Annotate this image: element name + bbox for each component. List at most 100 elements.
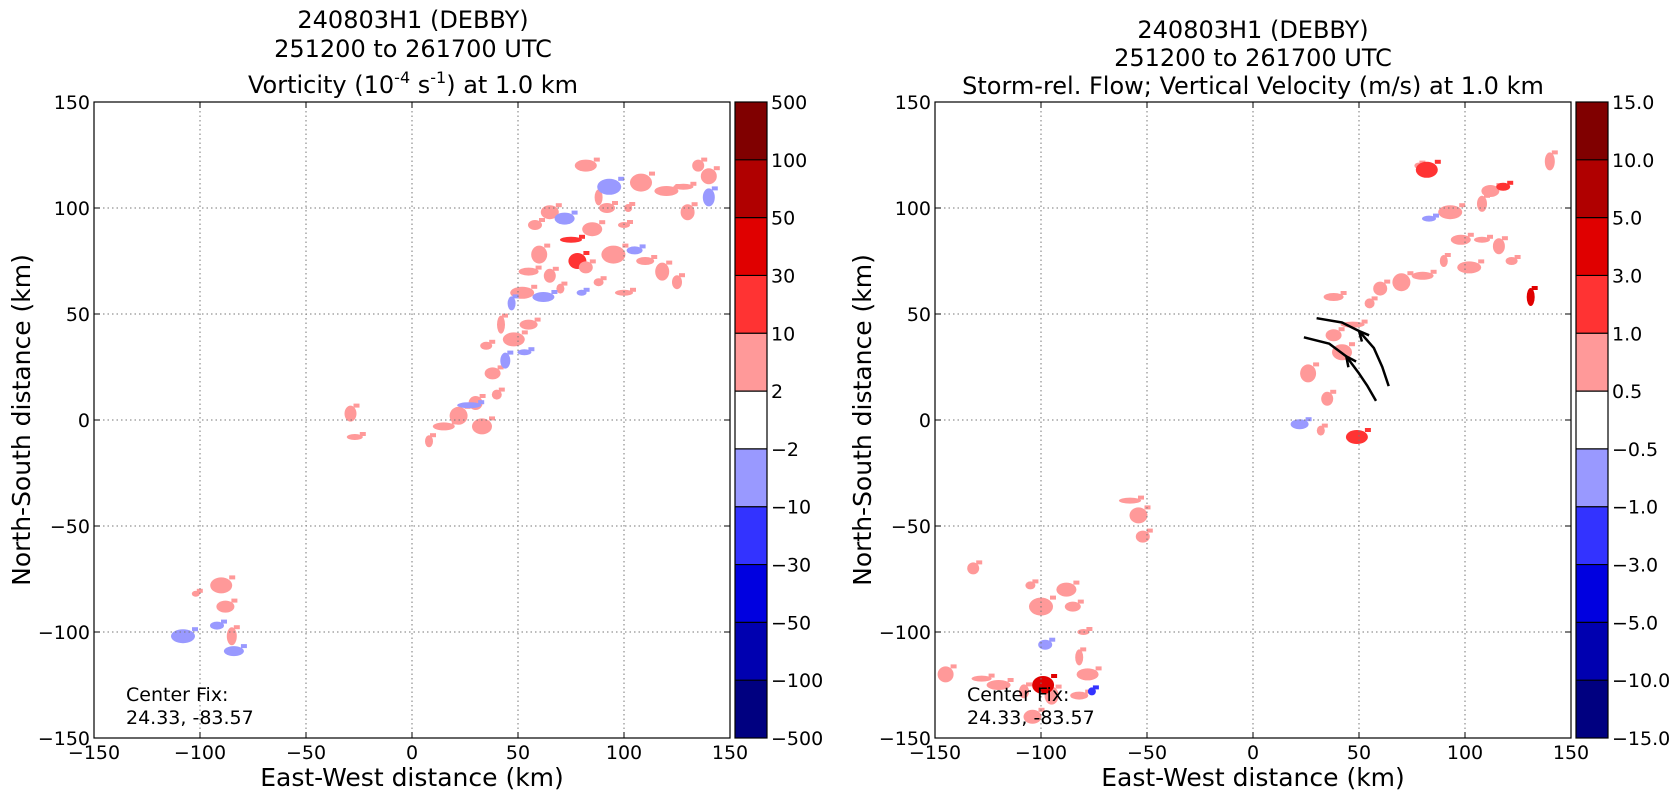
- contour-pixel: [552, 266, 559, 271]
- contour-pixel: [1430, 269, 1437, 274]
- right-title-line-3: Storm-rel. Flow; Vertical Velocity (m/s)…: [962, 72, 1544, 100]
- contour-patch: [1321, 391, 1334, 406]
- contour-pixel: [612, 201, 618, 205]
- colorbar-swatch: [735, 680, 767, 739]
- contour-pixel: [1434, 159, 1441, 164]
- contour-pixel: [489, 416, 495, 421]
- vertical-velocity-panel: 240803H1 (DEBBY) 251200 to 261700 UTC St…: [848, 16, 1670, 792]
- contour-pixel: [599, 220, 606, 225]
- colorbar-swatch: [735, 564, 767, 623]
- left-plot-area: [94, 102, 730, 738]
- colorbar-swatch: [1576, 391, 1608, 450]
- contour-patch: [1450, 234, 1471, 245]
- contour-patch: [1076, 668, 1099, 681]
- contour-pixel: [528, 347, 535, 352]
- right-colorbar-frame: [1575, 101, 1609, 739]
- contour-pixel: [196, 588, 203, 593]
- left-title-line-2: 251200 to 261700 UTC: [274, 35, 552, 63]
- contour-pixel: [583, 251, 590, 255]
- contour-pixel: [478, 400, 485, 405]
- contour-patch: [540, 205, 559, 220]
- contour-pixel: [1073, 580, 1080, 585]
- contour-patch: [1316, 425, 1325, 436]
- contour-pixel: [639, 244, 646, 249]
- colorbar-swatch: [1576, 275, 1608, 334]
- contour-patch: [1325, 329, 1342, 342]
- contour-patch: [1056, 582, 1077, 597]
- title-field-exp1: -4: [394, 68, 410, 87]
- y-tick-label: 100: [54, 198, 90, 220]
- colorbar-swatch: [1576, 448, 1608, 508]
- contour-pixel: [950, 664, 957, 669]
- left-x-axis-label: East-West distance (km): [260, 763, 564, 792]
- left-title-line-1: 240803H1 (DEBBY): [297, 6, 528, 34]
- vorticity-panel: 240803H1 (DEBBY) 251200 to 261700 UTC Vo…: [7, 6, 823, 792]
- contour-patch: [543, 268, 556, 283]
- colorbar-label: 50: [771, 208, 795, 230]
- contour-pixel: [1146, 528, 1153, 533]
- y-tick-label: −50: [50, 516, 90, 538]
- contour-patch: [967, 562, 980, 575]
- contour-pixel: [539, 218, 545, 222]
- y-tick-label: −150: [879, 728, 931, 750]
- contour-patch: [507, 296, 516, 311]
- contour-pixel: [521, 330, 528, 335]
- right-x-axis-label: East-West distance (km): [1101, 763, 1405, 792]
- left-colorbar-labels: 500 100 50 30 10 2 −2 −10 −30 −50 −100 −500: [771, 92, 823, 750]
- contour-pixel: [701, 157, 708, 162]
- contour-pixel: [583, 287, 590, 292]
- y-tick-label: 0: [919, 410, 931, 432]
- storm-relative-flow: [1303, 316, 1390, 402]
- contour-pixel: [579, 234, 585, 239]
- contour-pixel: [1433, 213, 1439, 218]
- contour-pixel: [1330, 389, 1337, 394]
- contour-patch: [1323, 293, 1344, 301]
- contour-pixel: [1459, 203, 1466, 208]
- contour-patch: [502, 332, 525, 347]
- contour-pixel: [1478, 259, 1485, 264]
- colorbar-swatch: [1576, 159, 1608, 219]
- x-tick-label: 50: [506, 742, 530, 764]
- y-tick-label: −50: [891, 516, 931, 538]
- contour-patch: [574, 159, 597, 172]
- flow-arrowhead: [1344, 354, 1357, 368]
- y-tick-label: 50: [66, 304, 90, 326]
- contour-pixel: [1305, 417, 1312, 422]
- x-tick-label: 100: [1447, 742, 1483, 764]
- contour-patch: [449, 406, 468, 425]
- contour-patch: [582, 222, 603, 237]
- contour-pixel: [713, 166, 720, 171]
- x-tick-label: 0: [1247, 742, 1259, 764]
- colorbar-label: −10: [771, 497, 811, 519]
- contour-patch: [1300, 364, 1317, 383]
- contour-pixel: [498, 387, 505, 392]
- contour-pixel: [1507, 180, 1514, 185]
- right-center-fix-line-1: Center Fix:: [967, 684, 1069, 706]
- right-center-fix-line-2: 24.33, -83.57: [967, 707, 1095, 729]
- contour-pixel: [359, 432, 366, 436]
- contour-patch: [226, 627, 237, 646]
- contour-patch: [1477, 195, 1487, 212]
- left-center-fix-line-2: 24.33, -83.57: [126, 707, 254, 729]
- contour-pixel: [430, 433, 436, 438]
- colorbar-label: −100: [771, 670, 823, 692]
- y-tick-label: 100: [895, 198, 931, 220]
- contour-patch: [601, 245, 626, 264]
- contour-pixel: [1321, 423, 1328, 428]
- contour-pixel: [1349, 342, 1355, 347]
- contour-patch: [556, 283, 565, 294]
- colorbar-swatch: [1576, 102, 1608, 161]
- contour-pixel: [1487, 234, 1493, 239]
- contour-patch: [654, 186, 679, 196]
- contour-patch: [484, 367, 501, 380]
- colorbar-label: 10.0: [1612, 150, 1654, 172]
- contour-patch: [531, 245, 548, 264]
- contour-pixel: [1384, 279, 1391, 284]
- colorbar-swatch: [735, 102, 767, 161]
- right-title-line-2: 251200 to 261700 UTC: [1114, 44, 1392, 72]
- contour-patch: [554, 212, 575, 225]
- contour-pixel: [691, 202, 698, 207]
- contour-patch: [1392, 273, 1411, 292]
- contour-pixel: [1484, 193, 1490, 198]
- colorbar-label: 0.5: [1612, 381, 1642, 403]
